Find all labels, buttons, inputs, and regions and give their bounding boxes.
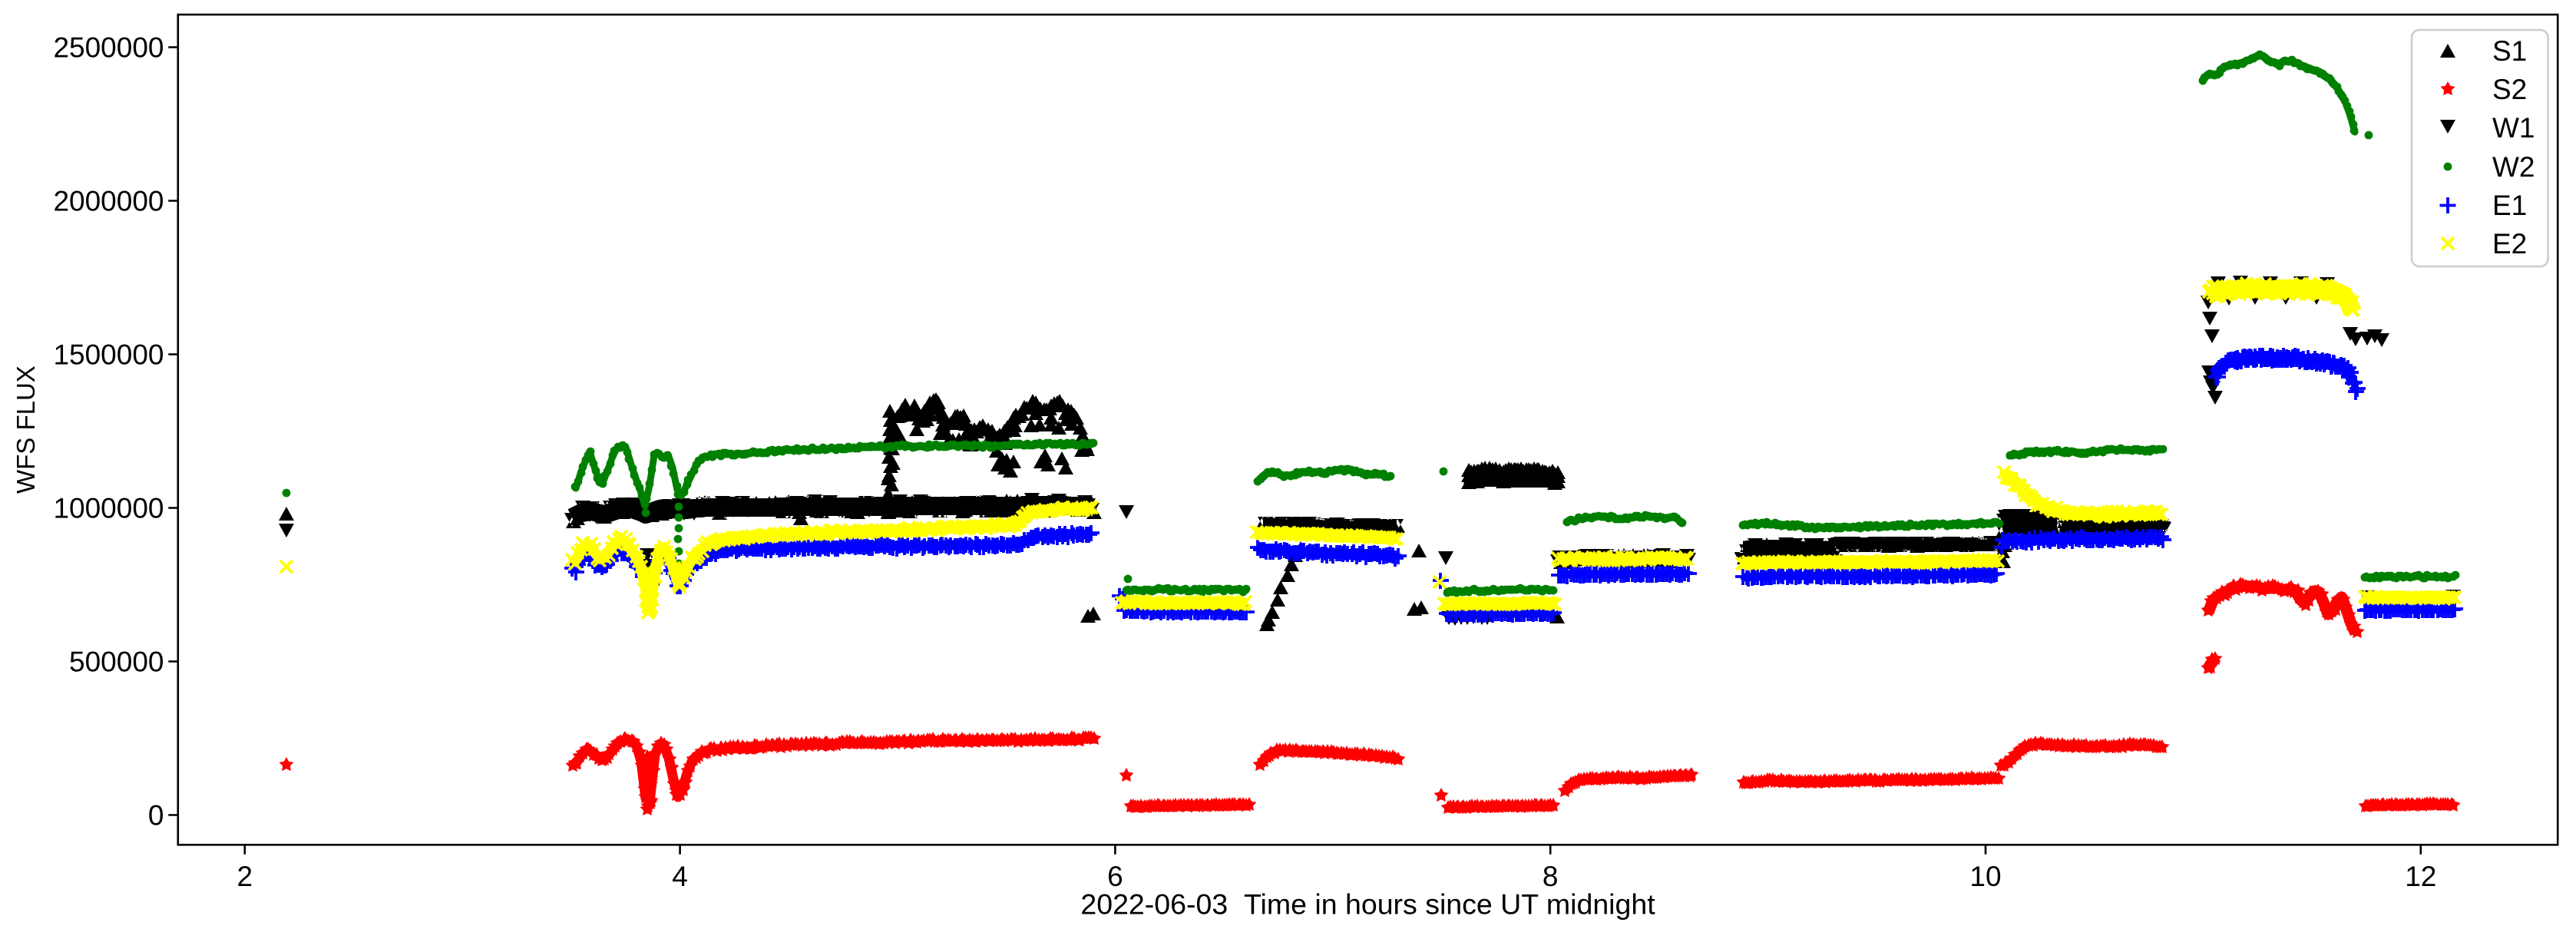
svg-text:10: 10 [1969, 861, 2001, 892]
svg-text:S2: S2 [2492, 74, 2527, 105]
svg-text:12: 12 [2405, 861, 2436, 892]
svg-text:W1: W1 [2492, 112, 2535, 144]
svg-text:S1: S1 [2492, 35, 2527, 67]
svg-text:1500000: 1500000 [53, 339, 164, 371]
svg-text:1000000: 1000000 [53, 493, 164, 524]
svg-text:2000000: 2000000 [53, 186, 164, 217]
svg-text:2022-06-03 Time in hours sinc: 2022-06-03 Time in hours since UT midnig… [1080, 888, 1655, 921]
svg-text:E1: E1 [2492, 190, 2527, 221]
svg-text:2500000: 2500000 [53, 32, 164, 64]
svg-text:8: 8 [1543, 861, 1559, 892]
svg-text:0: 0 [148, 800, 164, 832]
svg-text:6: 6 [1107, 861, 1123, 892]
svg-text:500000: 500000 [69, 646, 164, 678]
svg-text:2: 2 [237, 861, 253, 892]
svg-text:E2: E2 [2492, 228, 2527, 260]
svg-text:W2: W2 [2492, 151, 2535, 183]
svg-text:4: 4 [672, 861, 688, 892]
svg-text:WFS FLUX: WFS FLUX [12, 365, 40, 494]
